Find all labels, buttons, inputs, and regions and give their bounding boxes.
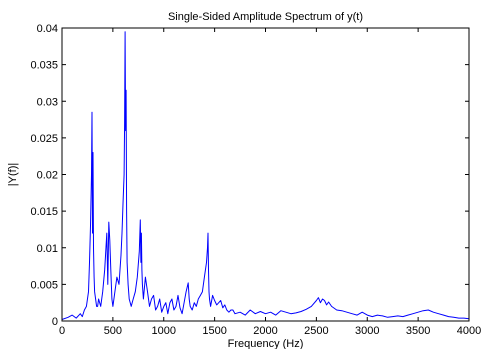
plot-area	[61, 27, 470, 322]
x-tick-label: 2500	[304, 325, 328, 337]
y-tick-label: 0.035	[30, 60, 58, 72]
y-tick-label: 0	[52, 316, 58, 328]
x-tick-label: 3500	[406, 325, 430, 337]
y-tick-label: 0.02	[37, 170, 58, 182]
x-tick-label: 1000	[152, 325, 176, 337]
y-tick-label: 0.025	[30, 133, 58, 145]
axis-layer: 0 500 1000 1500 2000 2500 3000 3500 4000 0 0.005 0.…	[30, 23, 481, 337]
x-axis-label: Frequency (Hz)	[228, 338, 304, 349]
y-tick-label: 0.015	[30, 206, 58, 218]
y-tick-label: 0.04	[37, 23, 58, 35]
x-tick-label: 0	[59, 325, 65, 337]
series-layer	[61, 31, 470, 320]
y-tick-label: 0.005	[30, 279, 58, 291]
spectrum-line	[61, 31, 470, 320]
y-tick-label: 0.03	[37, 96, 58, 108]
x-tick-label: 1500	[202, 325, 226, 337]
y-axis-label: |Y(f)|	[7, 163, 19, 186]
x-tick-label: 3000	[355, 325, 379, 337]
y-tick-label: 0.01	[37, 243, 58, 255]
chart-title: Single-Sided Amplitude Spectrum of y(t)	[168, 11, 363, 23]
x-tick-label: 500	[104, 325, 122, 337]
x-tick-label: 2000	[253, 325, 277, 337]
x-tick-label: 4000	[457, 325, 481, 337]
